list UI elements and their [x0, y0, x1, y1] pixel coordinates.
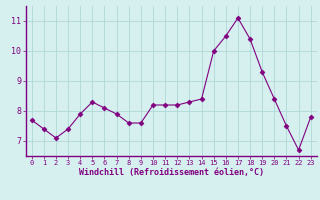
X-axis label: Windchill (Refroidissement éolien,°C): Windchill (Refroidissement éolien,°C) — [79, 168, 264, 177]
